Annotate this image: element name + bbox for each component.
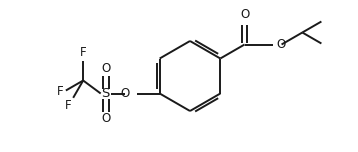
Text: O: O <box>101 62 110 74</box>
Text: F: F <box>57 85 64 98</box>
Text: O: O <box>101 112 110 126</box>
Text: F: F <box>80 47 87 59</box>
Text: O: O <box>277 38 286 51</box>
Text: O: O <box>240 9 249 21</box>
Text: O: O <box>120 87 130 100</box>
Text: S: S <box>102 87 110 100</box>
Text: F: F <box>64 99 71 112</box>
